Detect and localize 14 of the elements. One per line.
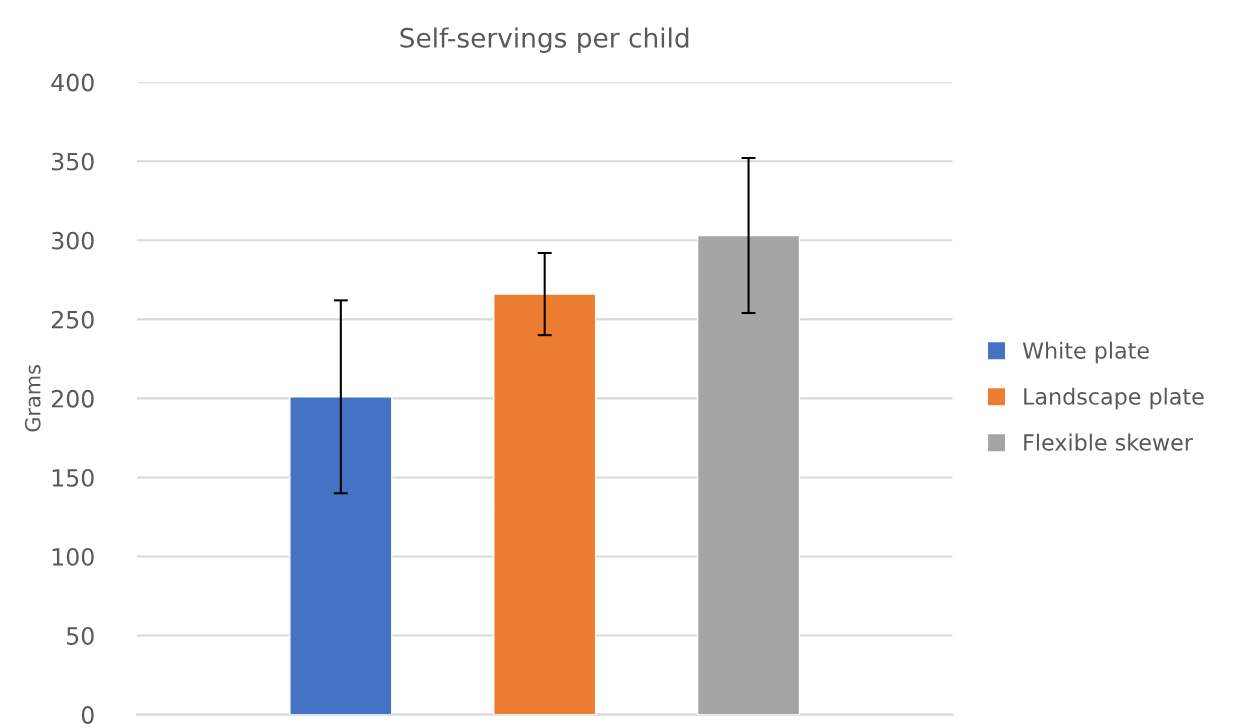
legend-label: Landscape plate (1024, 387, 1204, 410)
y-tick-label: 50 (67, 627, 94, 645)
y-tick-label: 150 (52, 468, 94, 487)
y-tick-label: 350 (52, 152, 94, 171)
y-tick-label: 200 (51, 389, 94, 408)
y-tick-label: 100 (52, 547, 94, 566)
legend-label: White plate (1022, 341, 1149, 364)
y-tick-label: 250 (51, 310, 94, 329)
y-tick-label: 0 (81, 706, 94, 724)
chart-title: Self-servings per child (400, 27, 689, 53)
y-tick-label: 400 (51, 73, 94, 92)
legend-label: Flexible skewer (1024, 433, 1193, 451)
y-axis-title: Grams (24, 365, 41, 432)
y-tick-label: 300 (52, 231, 94, 250)
